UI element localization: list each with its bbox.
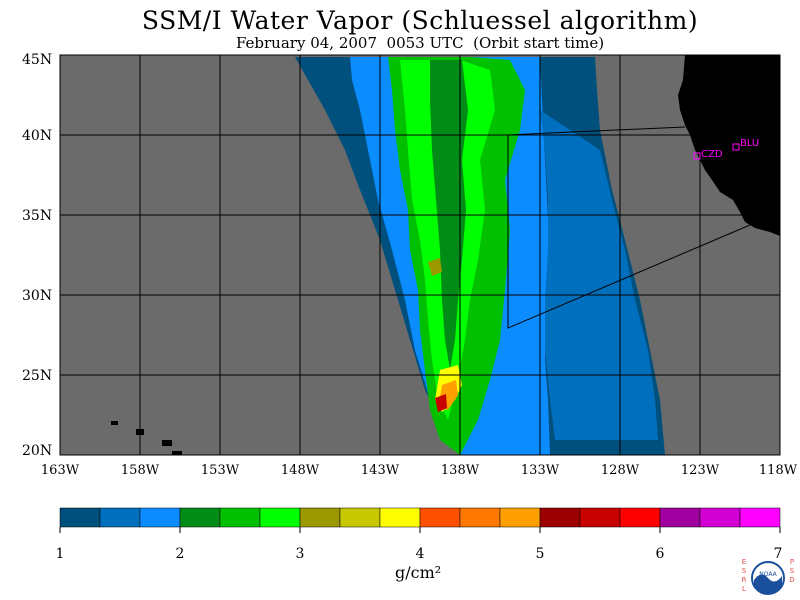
- lon-label: 148W: [281, 463, 320, 478]
- svg-text:PSD: PSD: [789, 558, 794, 584]
- colorbar-segment: [219, 507, 261, 528]
- map-border: [59, 54, 781, 456]
- lat-label: 40N: [22, 128, 52, 144]
- colorbar-segment: [699, 507, 741, 528]
- swath-mid-blue: [540, 110, 658, 440]
- lat-label: 30N: [22, 288, 52, 304]
- lon-label: 143W: [361, 463, 400, 478]
- colorbar-units: g/cm²: [395, 563, 442, 582]
- lon-label: 153W: [201, 463, 240, 478]
- station-czd-label: CZD: [701, 149, 723, 160]
- lat-label: 25N: [22, 368, 52, 384]
- colorbar-segment: [619, 507, 661, 528]
- lon-label: 138W: [441, 463, 480, 478]
- grid-lines: [60, 55, 780, 455]
- noaa-emblem-wave: [754, 574, 782, 594]
- station-markers: CZD BLU: [693, 138, 759, 160]
- lat-label: 45N: [22, 52, 52, 68]
- lat-label: 20N: [22, 443, 52, 459]
- colorbar-segment: [499, 507, 541, 528]
- lon-label: 128W: [601, 463, 640, 478]
- latitude-labels: 45N 40N 35N 30N 25N 20N: [22, 52, 52, 459]
- colorbar-tick-label: 2: [176, 546, 185, 562]
- colorbar-segment: [259, 507, 301, 528]
- noaa-emblem-text: NOAA: [759, 571, 777, 578]
- map-subtitle: February 04, 2007 0053 UTC (Orbit start …: [235, 34, 605, 52]
- station-blu-label: BLU: [740, 138, 759, 149]
- colorbar-segment: [299, 507, 341, 528]
- colorbar-tick-label: 5: [536, 546, 545, 562]
- land-california: [678, 55, 780, 236]
- swath-red-patch: [435, 394, 447, 412]
- colorbar-segment: [139, 507, 181, 528]
- colorbar-tick-label: 1: [56, 546, 65, 562]
- colorbar-segment: [459, 507, 501, 528]
- colorbar-segment: [59, 507, 101, 528]
- colorbar-tick-labels: 1 2 3 4 5 6 7: [56, 546, 783, 562]
- colorbar-segment: [99, 507, 141, 528]
- station-czd-marker: [693, 152, 701, 160]
- colorbar-segment: [659, 507, 701, 528]
- colorbar-segment: [739, 507, 781, 528]
- lat-label: 35N: [22, 208, 52, 224]
- colorbar-segment: [419, 507, 461, 528]
- station-blu-marker: [732, 143, 740, 151]
- colorbar-segment: [539, 507, 581, 528]
- domain-outline-top: [507, 126, 686, 136]
- longitude-labels: 163W 158W 153W 148W 143W 138W 133W 128W …: [41, 463, 798, 478]
- lon-label: 163W: [41, 463, 80, 478]
- colorbar-tick-label: 4: [416, 546, 425, 562]
- map-panel: CZD BLU: [59, 54, 781, 456]
- lon-label: 133W: [521, 463, 560, 478]
- map-title: SSM/I Water Vapor (Schluessel algorithm): [141, 6, 699, 35]
- colorbar-tick-label: 6: [656, 546, 665, 562]
- colorbar-tick-label: 7: [774, 546, 783, 562]
- lon-label: 123W: [681, 463, 720, 478]
- colorbar-segment: [179, 507, 221, 528]
- colorbar-segment: [339, 507, 381, 528]
- colorbar-tick-label: 3: [296, 546, 305, 562]
- colorbar-segment: [579, 507, 621, 528]
- colorbar: [59, 507, 781, 533]
- domain-outline: [507, 135, 751, 329]
- lon-label: 118W: [759, 463, 798, 478]
- lon-label: 158W: [121, 463, 160, 478]
- colorbar-segment: [379, 507, 421, 528]
- swath-olive-patch: [428, 258, 442, 276]
